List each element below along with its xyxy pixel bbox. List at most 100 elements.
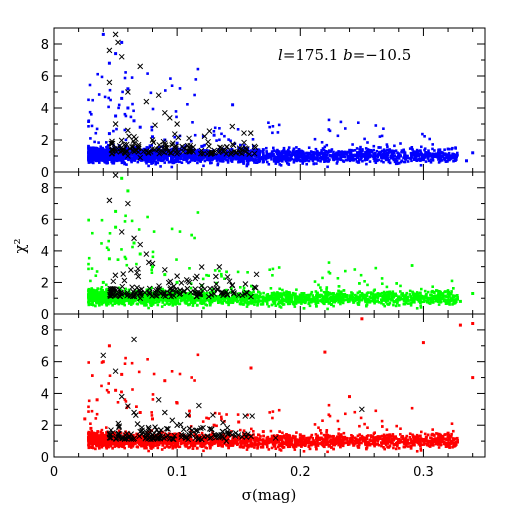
data-point: [301, 157, 304, 161]
data-point: [281, 302, 284, 305]
data-point: [153, 153, 156, 156]
data-point: [189, 156, 192, 160]
data-point: [143, 158, 146, 162]
data-point: [413, 158, 416, 161]
cross-marker: [247, 130, 254, 136]
data-point: [160, 296, 164, 300]
data-point: [324, 292, 327, 296]
data-point: [365, 294, 369, 298]
data-point: [250, 157, 254, 160]
data-point: [99, 148, 102, 152]
dense-point-cloud: [87, 67, 459, 169]
data-point: [382, 150, 386, 154]
data-point: [441, 292, 445, 295]
data-point: [282, 149, 286, 152]
data-point: [231, 103, 235, 107]
data-point: [392, 296, 396, 299]
data-point: [239, 286, 242, 289]
data-point: [411, 156, 414, 159]
data-point: [341, 301, 345, 305]
data-point: [448, 303, 451, 306]
data-point: [450, 279, 454, 283]
data-point: [242, 151, 245, 155]
data-point: [272, 149, 276, 152]
data-point: [265, 156, 269, 160]
data-point: [378, 153, 381, 156]
data-point: [442, 295, 445, 298]
data-point: [130, 219, 134, 223]
data-point: [337, 292, 340, 295]
data-point: [346, 155, 349, 158]
data-point: [395, 301, 399, 305]
data-point: [191, 304, 195, 307]
data-point: [217, 298, 220, 301]
data-point: [274, 304, 278, 307]
data-point: [396, 151, 399, 154]
data-point: [429, 161, 433, 164]
data-point: [272, 291, 276, 295]
data-point: [338, 158, 342, 161]
data-point: [305, 154, 309, 158]
data-point: [335, 154, 339, 158]
y-tick-label: 6: [41, 70, 49, 85]
data-point: [215, 153, 219, 157]
cross-marker: [112, 121, 119, 127]
data-point: [386, 145, 389, 148]
data-point: [357, 156, 360, 160]
data-point: [261, 160, 265, 164]
data-point: [326, 151, 330, 154]
data-point: [237, 146, 241, 150]
data-point: [383, 152, 386, 156]
data-point: [199, 301, 202, 305]
data-point: [170, 84, 174, 87]
data-point: [404, 297, 408, 300]
data-point: [126, 87, 130, 91]
data-point: [240, 160, 244, 163]
data-point: [245, 164, 249, 168]
data-point: [92, 161, 95, 165]
data-point: [179, 299, 183, 303]
data-point: [361, 296, 365, 300]
data-point: [170, 148, 173, 151]
data-point: [119, 159, 123, 162]
data-point: [423, 289, 427, 293]
data-point: [101, 159, 104, 162]
data-point: [149, 91, 153, 95]
data-point: [417, 157, 421, 161]
data-point: [307, 159, 311, 163]
data-point: [123, 255, 127, 259]
data-point: [377, 301, 381, 304]
data-point: [255, 293, 258, 297]
data-point: [180, 161, 184, 164]
y-tick-label: 0: [41, 166, 49, 181]
data-point: [280, 150, 284, 153]
data-point: [134, 299, 137, 302]
data-point: [145, 288, 149, 292]
data-point: [421, 132, 424, 136]
data-point: [126, 106, 130, 110]
data-point: [415, 307, 419, 310]
data-point: [441, 293, 445, 297]
data-point: [121, 158, 125, 162]
data-point: [189, 286, 193, 290]
data-point: [333, 296, 337, 299]
data-point: [251, 138, 255, 141]
data-point: [89, 160, 93, 164]
data-point: [384, 157, 388, 160]
data-point: [423, 148, 426, 152]
data-point: [277, 266, 281, 269]
data-point: [119, 288, 123, 292]
data-point: [272, 146, 275, 150]
data-point: [390, 294, 394, 297]
data-point: [168, 154, 172, 157]
data-point: [247, 296, 251, 299]
data-point: [417, 300, 421, 303]
data-point: [152, 298, 155, 302]
data-point: [351, 143, 354, 146]
data-point: [440, 293, 443, 296]
data-point: [292, 161, 296, 164]
data-point: [90, 287, 93, 290]
data-point: [167, 161, 171, 164]
data-point: [138, 153, 141, 156]
data-point: [256, 160, 260, 164]
